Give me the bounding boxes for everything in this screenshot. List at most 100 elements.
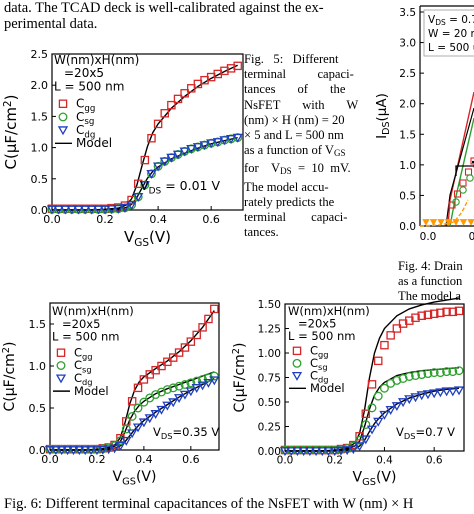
y-axis-label: C(μF/cm2)	[1, 342, 18, 412]
x-tick-label: 0.6	[426, 455, 443, 467]
point-csg	[121, 424, 131, 434]
x-tick-label: 0.4	[135, 453, 153, 466]
point-csg	[180, 380, 190, 389]
point-cdg	[199, 141, 210, 151]
point-cdg	[144, 414, 155, 424]
point-cgg	[373, 356, 383, 366]
point-cdg	[191, 383, 202, 393]
point-cgg	[417, 311, 426, 321]
point-csg	[398, 374, 408, 383]
point-cdg	[150, 410, 161, 419]
point-cgg	[398, 319, 408, 328]
legend-marker-cdg	[57, 126, 69, 136]
point-cgg	[386, 331, 395, 340]
figure-5-caption-line: terminal capaci-	[244, 210, 348, 225]
point-cdg	[86, 205, 97, 215]
figure-5-caption-line: NsFET with W	[244, 97, 359, 112]
point-csg	[209, 371, 219, 381]
figure-5-caption-line: × 5 and L = 500 nm	[244, 128, 344, 143]
point-cgg	[233, 61, 242, 71]
point-cgg	[187, 84, 196, 93]
point-cgg	[133, 383, 143, 393]
point-cdg	[453, 386, 465, 396]
figure-6b-plot: 0.0 0.2 0.4 0.6 0.00 0.25 0.50 0.75 1.00 1.25 1.50…	[231, 297, 465, 488]
point-cdg	[186, 144, 197, 154]
figure-5-caption-line: Fig. 5: Different	[244, 52, 339, 66]
point-cdg	[435, 388, 446, 398]
point-cdg	[103, 445, 114, 455]
point-cdg	[132, 423, 144, 433]
point-cdg	[404, 395, 415, 405]
point-csg	[157, 387, 166, 397]
x-tick-label: 0.4	[149, 213, 167, 226]
point-csg	[379, 383, 389, 393]
x-tick-label: 0.0	[43, 213, 61, 226]
point-cdg	[127, 429, 138, 439]
fig4-black-step	[455, 165, 474, 176]
y-tick-label: 0.50	[258, 397, 281, 409]
y-tick-label: 0.25	[258, 421, 281, 433]
point-csg	[392, 375, 402, 385]
legend-title-line: L = 500 nm	[52, 330, 119, 344]
y-tick-label: 1.00	[258, 348, 281, 360]
legend-label-cdg: Cdg	[310, 369, 329, 385]
fig4-point	[453, 190, 462, 198]
x-tick-label: 0.0	[277, 455, 294, 467]
point-csg	[373, 391, 383, 401]
x-tick-label: 0.4	[376, 455, 393, 467]
y-tick-label: 0.0	[29, 444, 47, 457]
figure-6-caption: Fig. 6: Different terminal capacitances …	[4, 496, 414, 512]
figure-5-caption-line: as a function of VGS	[244, 143, 346, 159]
figure-5-caption-line: tances of the	[244, 82, 346, 97]
legend-title-line: L = 500 nm	[54, 79, 124, 93]
point-cdg	[68, 446, 79, 456]
legend-label-model: Model	[76, 136, 112, 150]
point-cdg	[416, 391, 427, 401]
legend-marker-csg	[56, 361, 66, 370]
point-cgg	[168, 353, 178, 362]
fig4-point	[429, 219, 438, 226]
point-cdg	[46, 205, 58, 215]
legend-marker-cdg	[291, 371, 303, 381]
point-cgg	[198, 323, 207, 332]
point-cdg	[93, 205, 104, 215]
point-cdg	[162, 401, 173, 411]
point-cdg	[121, 436, 132, 446]
point-cgg	[153, 119, 163, 129]
point-cdg	[447, 387, 458, 397]
point-csg	[133, 403, 143, 413]
fig4-y-axis-label: IDS(μA)	[374, 93, 392, 139]
point-cdg	[173, 394, 185, 404]
point-cgg	[147, 133, 156, 143]
fig4-y-tick-label: 3.5	[399, 7, 416, 19]
point-cdg	[410, 393, 421, 403]
legend-label-cdg: Cdg	[76, 123, 95, 140]
model-line	[50, 377, 215, 451]
point-cdg	[56, 446, 67, 456]
y-tick-label: 0.00	[258, 446, 281, 458]
point-cdg	[373, 417, 384, 427]
point-cdg	[99, 205, 111, 215]
x-tick-label: 0.2	[326, 455, 343, 467]
fig4-green-line	[449, 117, 474, 227]
point-cdg	[206, 139, 217, 149]
x-tick-label: 0.2	[96, 213, 114, 226]
point-cdg	[152, 162, 164, 172]
y-axis-label: C(μF/cm2)	[2, 95, 20, 170]
y-tick-label: 1.25	[258, 323, 281, 335]
point-cdg	[192, 143, 204, 153]
point-cdg	[323, 447, 334, 457]
legend-title-line: =20x5	[64, 66, 104, 80]
legend-marker-cdg	[55, 374, 67, 384]
point-cdg	[66, 205, 78, 215]
legend-title-line: =20x5	[62, 317, 100, 331]
fig4-y-tick-label: 0.0	[399, 221, 416, 233]
fig4-point	[459, 179, 467, 187]
figure-4-caption-line: as a function	[398, 274, 463, 289]
point-csg	[203, 373, 213, 383]
legend-marker-csg	[58, 112, 68, 122]
point-cdg	[179, 147, 190, 157]
figure-5-caption-line: for VDS = 10 mV.	[244, 161, 351, 177]
point-cdg	[429, 389, 440, 399]
point-cdg	[219, 136, 230, 146]
